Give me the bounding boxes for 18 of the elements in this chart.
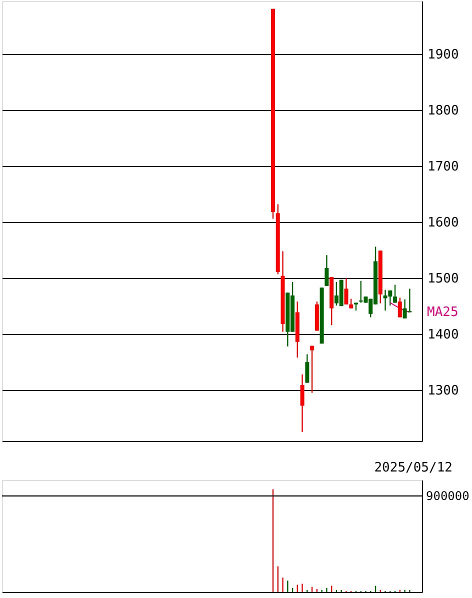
- y-tick-label: 1600: [428, 216, 459, 231]
- y-tick-label: 1400: [428, 328, 459, 343]
- x-axis-title: 2025/05/12: [374, 460, 452, 476]
- y-tick-label: 1300: [428, 384, 459, 399]
- candlestick: [344, 278, 348, 306]
- candlestick: [349, 298, 354, 309]
- candlestick: [310, 345, 314, 394]
- y-tick-label: 1700: [428, 160, 459, 175]
- y-tick-label: 1900: [428, 48, 459, 63]
- candlestick: [324, 254, 329, 287]
- candlestick: [300, 374, 304, 433]
- candlestick: [393, 284, 398, 304]
- candlestick: [398, 297, 402, 318]
- y-tick-label: 1500: [428, 272, 459, 287]
- text: 900000: [426, 488, 470, 503]
- series-label: MA25: [427, 305, 458, 320]
- y-tick-label: 1800: [428, 104, 459, 119]
- candlestick: [305, 354, 310, 384]
